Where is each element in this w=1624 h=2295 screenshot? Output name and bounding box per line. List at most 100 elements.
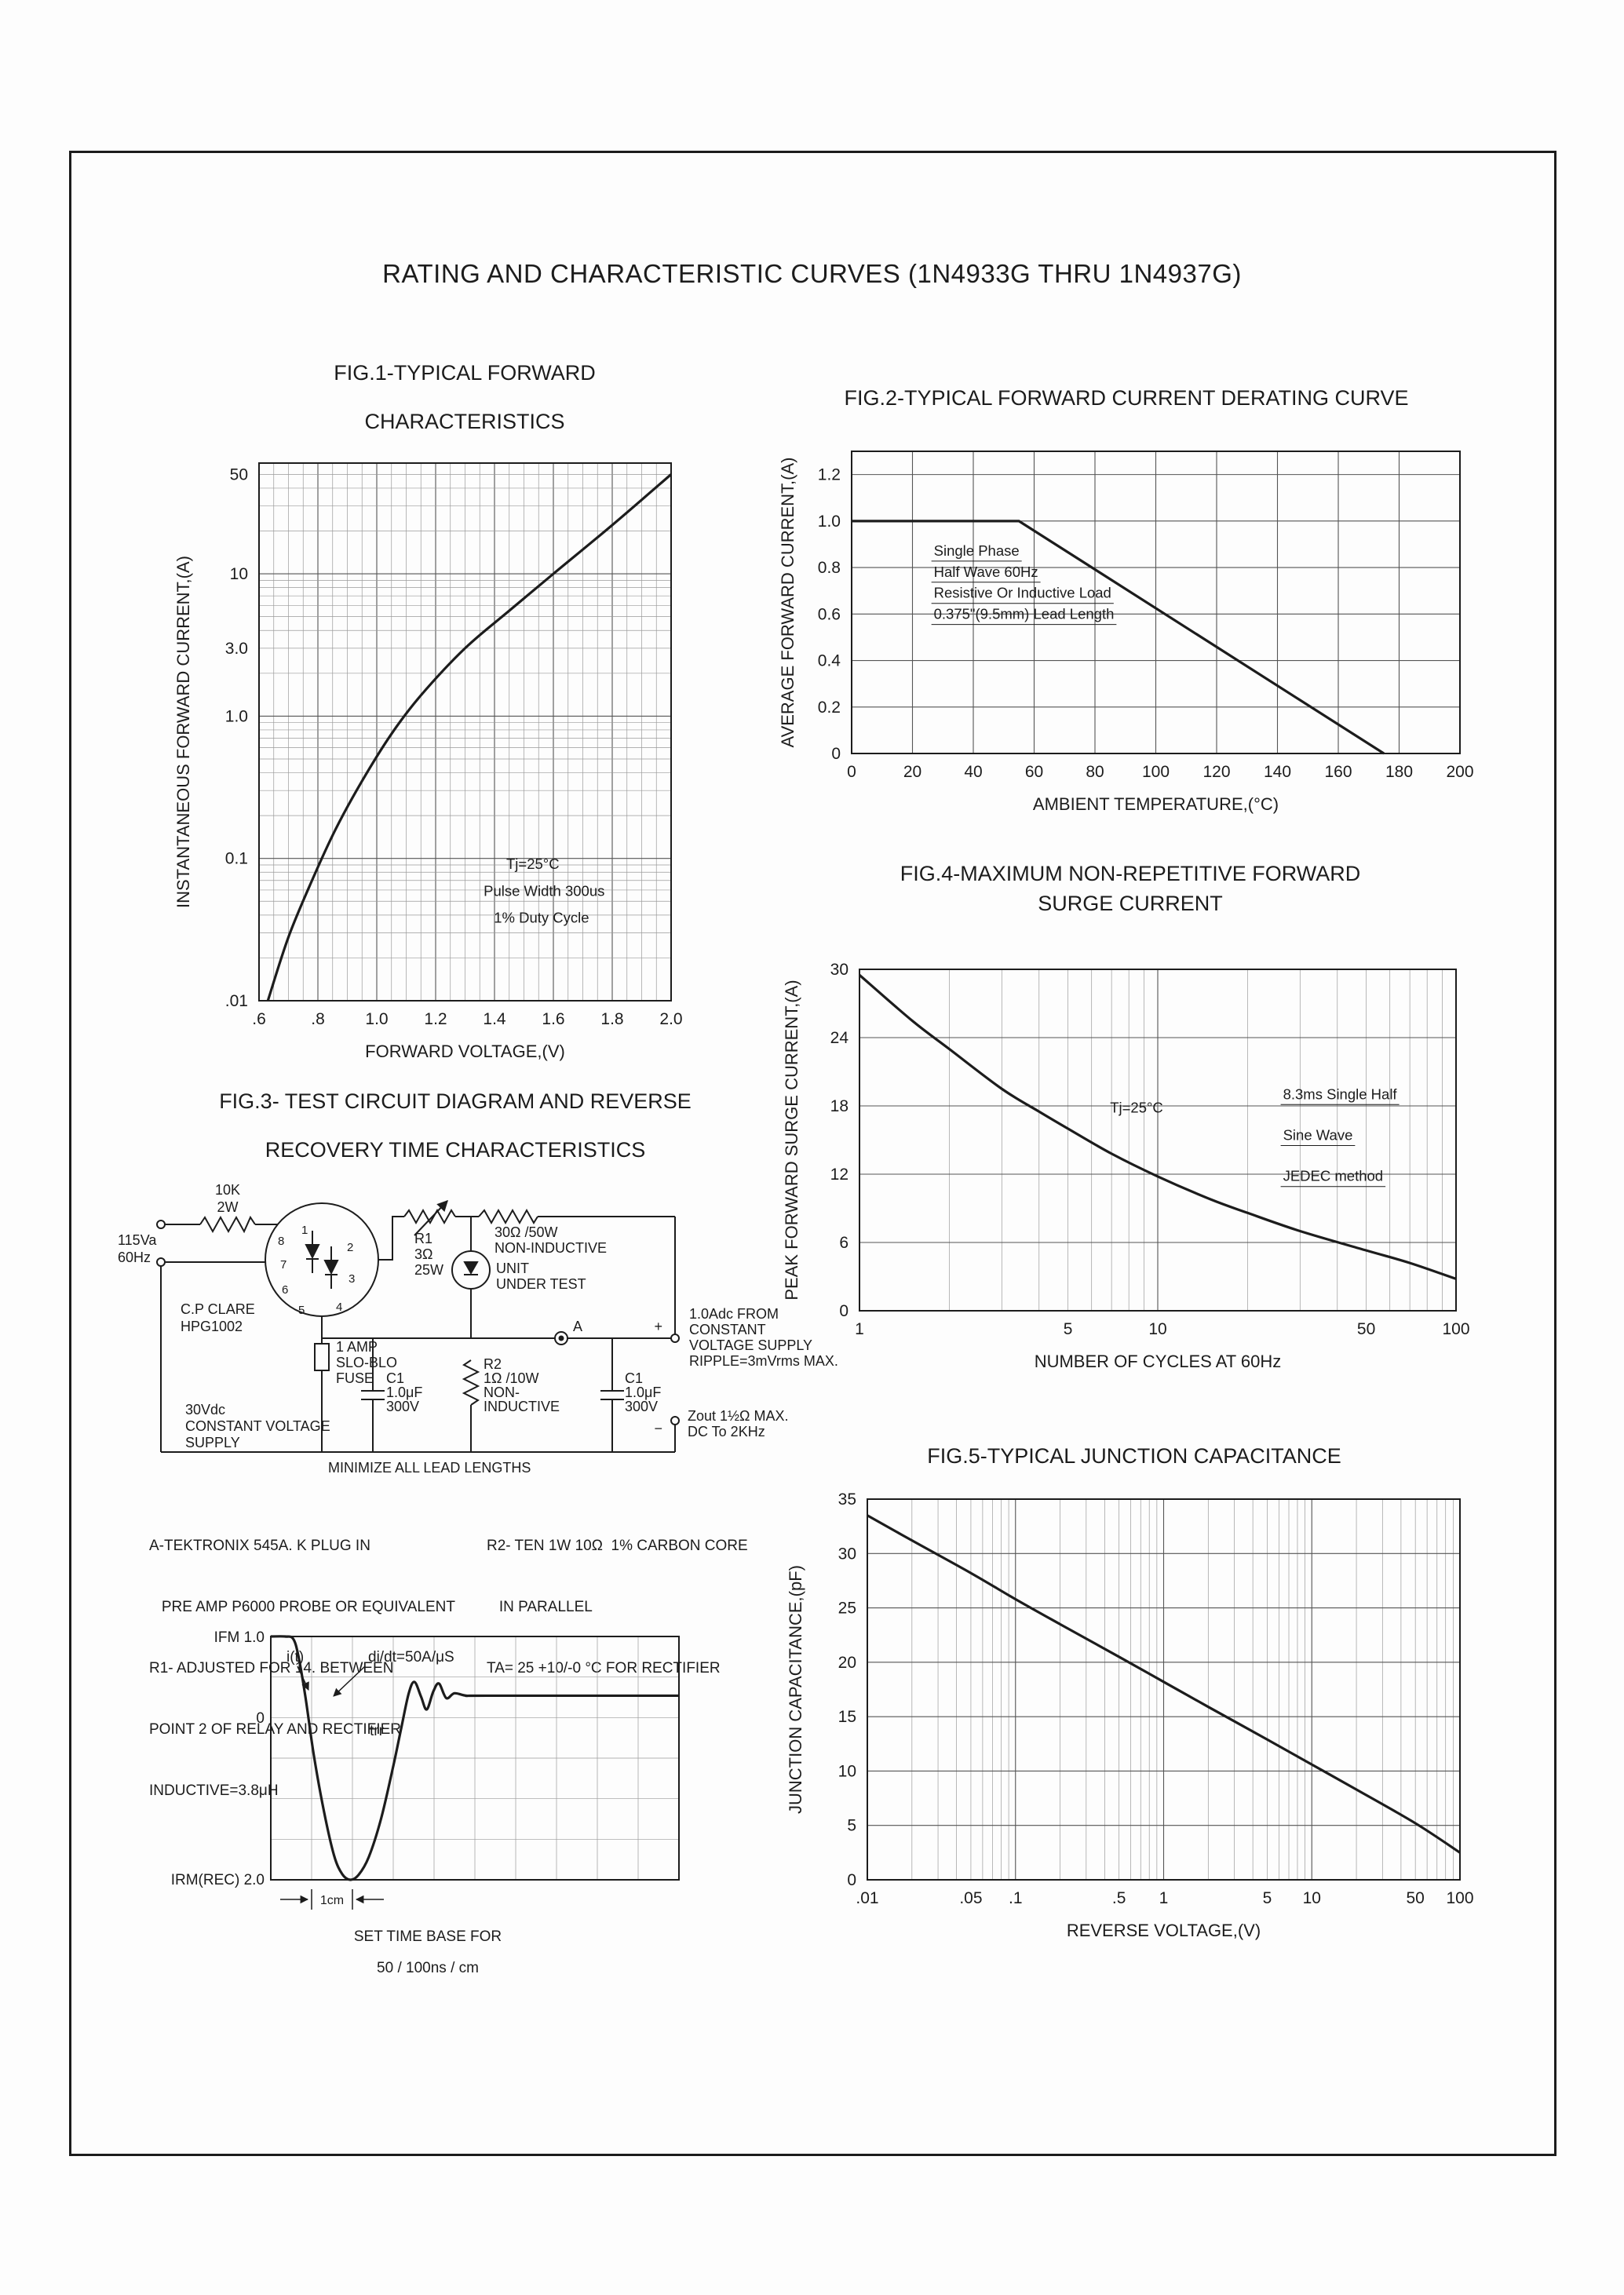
label-supply-2: CONSTANT VOLTAGE (185, 1418, 330, 1434)
relay-pin-1: 1 (301, 1224, 308, 1237)
fig3-title-line1: FIG.3- TEST CIRCUIT DIAGRAM AND REVERSE (219, 1089, 692, 1113)
note-line: A-TEKTRONIX 545A. K PLUG IN (149, 1538, 370, 1554)
fig3-notes-right: R2- TEN 1W 10Ω 1% CARBON CORE IN PARALLE… (487, 1495, 748, 1720)
fig2-ytick: 0.8 (818, 559, 841, 577)
label-r2-value: 1Ω /10W (484, 1370, 538, 1386)
trr-label: trr (370, 1723, 385, 1739)
fig4-annotation: 8.3ms Single Half (1283, 1085, 1398, 1102)
fig2-xlabel: AMBIENT TEMPERATURE,(°C) (1033, 794, 1279, 814)
note-line: R1- ADJUSTED FOR 14. BETWEEN (149, 1660, 394, 1677)
fig2-xtick: 100 (1142, 763, 1170, 781)
label-c1-left-voltage: 300V (386, 1399, 419, 1414)
fig2-xtick: 200 (1446, 763, 1473, 781)
fuse-symbol (314, 1343, 330, 1371)
fig4-title-line2: SURGE CURRENT (1038, 892, 1223, 915)
fig5-ytick: 25 (838, 1600, 856, 1618)
fig4-ytick: 18 (830, 1097, 848, 1115)
relay-pin-8: 8 (278, 1235, 284, 1248)
fig2-xtick: 60 (1025, 763, 1043, 781)
fig2-plot-border (851, 451, 1461, 754)
didt-label: di/dt=50A/μS (368, 1649, 454, 1666)
trr-canvas (270, 1635, 680, 1881)
fig2-annotation: 0.375"(9.5mm) Lead Length (934, 606, 1115, 622)
fig1-xlabel: FORWARD VOLTAGE,(V) (365, 1042, 565, 1061)
irm-label: IRM(REC) 2.0 (171, 1872, 265, 1888)
fig5-xtick: .5 (1112, 1889, 1126, 1907)
fig1-plot-border (258, 462, 672, 1002)
resistor-10k (199, 1215, 256, 1234)
relay-pin-5: 5 (298, 1304, 305, 1317)
label-output-1: 1.0Adc FROM (689, 1306, 779, 1322)
fig1-ytick: 3.0 (225, 640, 248, 658)
resistor-r1-potentiometer (403, 1208, 456, 1225)
label-r2-type2: INDUCTIVE (484, 1399, 560, 1414)
resistor-r2 (462, 1359, 480, 1406)
fig4-ytick: 30 (830, 961, 848, 979)
fig1-annotation: Pulse Width 300us (484, 882, 604, 899)
fig2-derating-curve-chart: 0 20 40 60 80 100 120 140 160 180 200 0 0.2 0.4 0.6 0.8… (778, 451, 1474, 814)
label-uut-2: UNDER TEST (496, 1276, 586, 1292)
label-minimize-leads: MINIMIZE ALL LEAD LENGTHS (328, 1460, 531, 1476)
note-line: IN PARALLEL (487, 1599, 593, 1615)
fig5-ytick: 20 (838, 1654, 856, 1672)
label-fuse-2: SLO-BLO (336, 1355, 397, 1370)
label-output-3: VOLTAGE SUPPLY (689, 1337, 812, 1353)
fig4-canvas: 1 5 10 50 100 0 6 12 18 24 30 Tj=25°C 8.3ms Single H… (782, 961, 1470, 1371)
fig1-xtick: 1.0 (365, 1010, 388, 1028)
plus-sign: + (654, 1319, 662, 1334)
it-label: i(t) (286, 1649, 304, 1666)
fig2-canvas: 0 20 40 60 80 100 120 140 160 180 200 0 0.2 0.4 0.6 0.8… (778, 451, 1474, 814)
fig5-xtick: .05 (959, 1889, 982, 1907)
source-terminal-bottom (156, 1257, 166, 1267)
fig1-xtick: 2.0 (659, 1010, 682, 1028)
fig5-xtick: .01 (856, 1889, 878, 1907)
fig4-annotation: JEDEC method (1283, 1168, 1384, 1184)
fig4-xtick: 50 (1357, 1320, 1375, 1338)
fig1-annotation: Tj=25°C (506, 856, 560, 872)
fig2-curve (852, 520, 1385, 755)
fig1-ylabel: INSTANTANEOUS FORWARD CURRENT,(A) (173, 556, 193, 908)
label-output-2: CONSTANT (689, 1322, 766, 1337)
fig5-curve (867, 1514, 1461, 1854)
didt-arrow (333, 1666, 366, 1697)
waveform-annotation-marks (280, 1666, 384, 1910)
fig2-xtick: 160 (1324, 763, 1352, 781)
label-relay-make: C.P CLARE (181, 1301, 255, 1317)
fig1-forward-characteristics-chart: .6 .8 1.0 1.2 1.4 1.6 1.8 2.0 50 10 3.0 1.0 0.1 .01 Tj… (173, 462, 683, 1061)
fig2-ytick: 0.4 (818, 652, 841, 670)
label-uut-1: UNIT (496, 1261, 529, 1276)
fig4-xtick: 1 (855, 1320, 864, 1338)
relay-pin-7: 7 (280, 1258, 286, 1272)
fig2-xtick: 120 (1202, 763, 1230, 781)
fig1-xtick: 1.4 (483, 1010, 506, 1028)
fig1-xtick: 1.6 (542, 1010, 564, 1028)
label-r30-type: NON-INDUCTIVE (494, 1240, 607, 1256)
fig2-xtick: 20 (903, 763, 921, 781)
fig2-annotation: Single Phase (934, 542, 1020, 559)
relay-pin-6: 6 (282, 1283, 288, 1297)
label-supply-3: SUPPLY (185, 1435, 240, 1450)
fig2-annotation: Half Wave 60Hz (934, 564, 1038, 580)
fig4-ytick: 12 (830, 1166, 848, 1184)
fig5-xtick: .1 (1009, 1889, 1023, 1907)
uut-diode (463, 1261, 479, 1275)
label-r2-type1: NON- (484, 1385, 520, 1400)
relay-pin-4: 4 (336, 1301, 342, 1314)
fig1-title-line1: FIG.1-TYPICAL FORWARD (334, 361, 596, 385)
fig4-xtick: 100 (1442, 1320, 1469, 1338)
fig5-junction-capacitance-chart: .01.05.1.5 1 5 10 50 10005101520253035REVERSE… (786, 1490, 1474, 1940)
relay-pin-2: 2 (347, 1241, 353, 1254)
minus-sign: − (654, 1421, 662, 1436)
label-r1: R1 (414, 1231, 432, 1246)
label-c1-right-voltage: 300V (625, 1399, 658, 1414)
one-cm-label: 1cm (320, 1894, 344, 1907)
page-title: RATING AND CHARACTERISTIC CURVES (1N4933… (382, 259, 1242, 288)
trr-plot-border (270, 1636, 680, 1881)
timebase-label-2: 50 / 100ns / cm (377, 1960, 479, 1976)
fig4-curve (858, 974, 1457, 1280)
fig4-annotation: Tj=25°C (1110, 1100, 1163, 1116)
potentiometer-arrow (414, 1199, 448, 1236)
fig1-title-line2: CHARACTERISTICS (364, 410, 565, 433)
resistor-30ohm (478, 1208, 538, 1225)
fig4-surge-current-chart: 1 5 10 50 100 0 6 12 18 24 30 Tj=25°C 8.3ms Single H… (782, 961, 1470, 1371)
